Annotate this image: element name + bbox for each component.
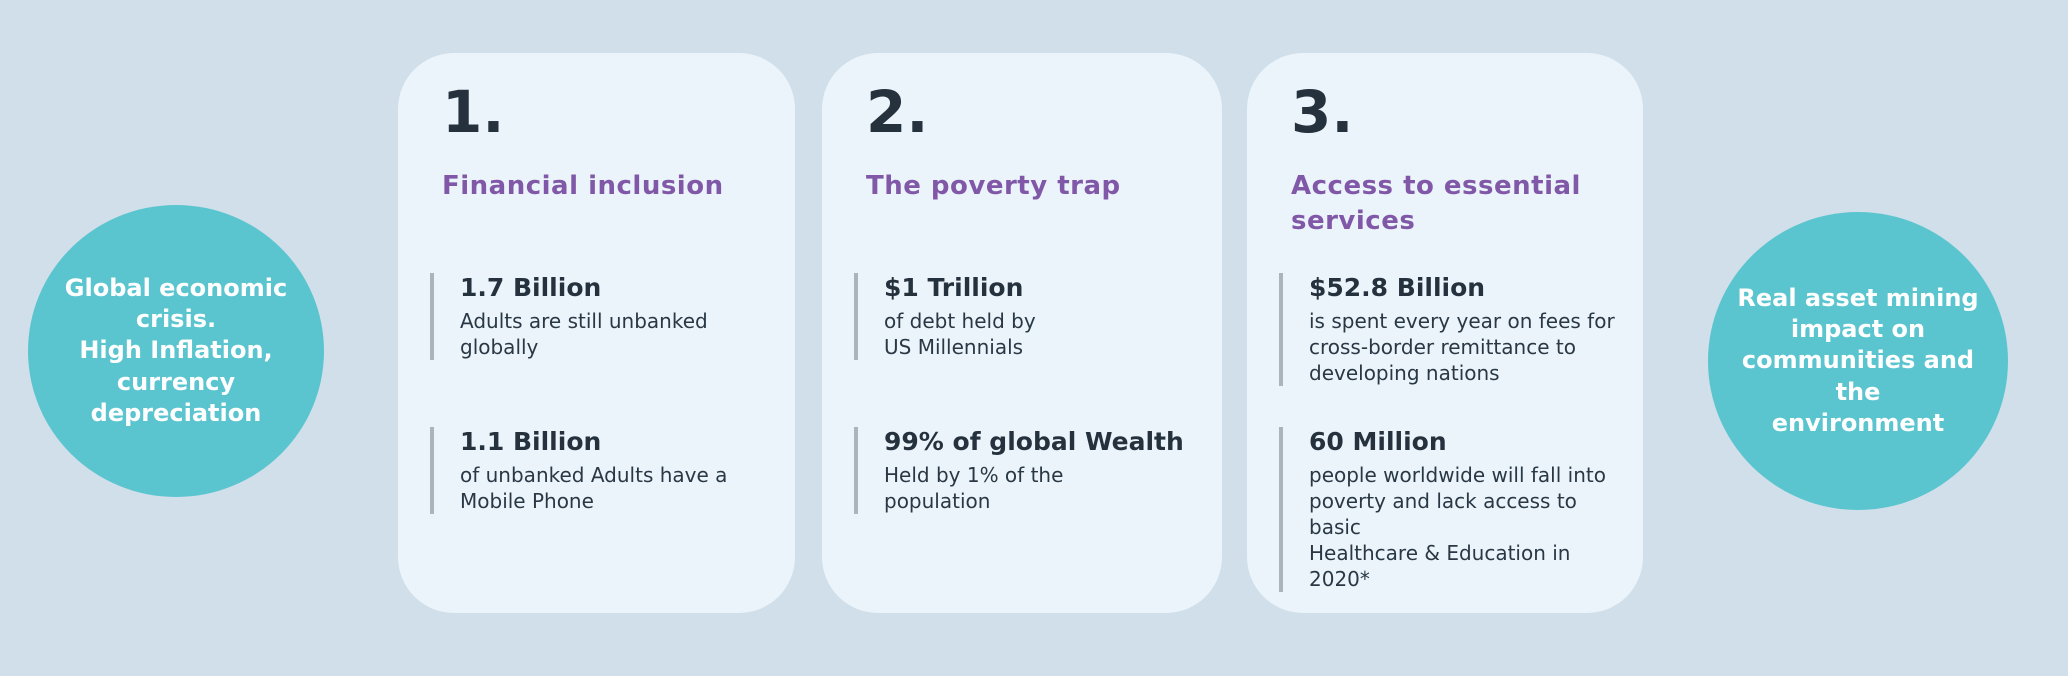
stat-description: Adults are still unbanked globally [460,309,708,359]
stat-value: 60 Million [1309,427,1447,456]
stat-description: is spent every year on fees for cross-bo… [1309,309,1615,385]
left-circle: Global economic crisis. High Inflation, … [28,205,324,497]
left-circle-text: Global economic crisis. High Inflation, … [64,274,288,427]
stat-item: 99% of global Wealth Held by 1% of the p… [854,427,1210,514]
card-poverty-trap: 2. The poverty trap $1 Trillion of debt … [822,53,1222,613]
stat-value: 1.1 Billion [460,427,602,456]
card-number: 2. [866,78,929,146]
card-number: 3. [1291,78,1354,146]
stat-description: people worldwide will fall into poverty … [1309,463,1606,591]
card-access-essential-services: 3. Access to essential services $52.8 Bi… [1247,53,1643,613]
stat-description: of debt held by US Millennials [884,309,1036,359]
card-title: Access to essential services [1291,171,1581,237]
stat-item: 60 Million people worldwide will fall in… [1279,427,1631,592]
card-financial-inclusion: 1. Financial inclusion 1.7 Billion Adult… [398,53,795,613]
right-circle-text: Real asset mining impact on communities … [1737,284,1979,437]
stat-value: 1.7 Billion [460,273,602,302]
card-number: 1. [442,78,505,146]
stat-description: Held by 1% of the population [884,463,1064,513]
stat-value: $52.8 Billion [1309,273,1486,302]
stat-item: $1 Trillion of debt held by US Millennia… [854,273,1210,360]
stat-value: 99% of global Wealth [884,427,1184,456]
stat-description: of unbanked Adults have a Mobile Phone [460,463,728,513]
stat-item: 1.1 Billion of unbanked Adults have a Mo… [430,427,783,514]
card-title: The poverty trap [866,171,1121,201]
right-circle: Real asset mining impact on communities … [1708,212,2008,510]
stat-value: $1 Trillion [884,273,1024,302]
card-title: Financial inclusion [442,171,724,201]
stat-item: 1.7 Billion Adults are still unbanked gl… [430,273,783,360]
stat-item: $52.8 Billion is spent every year on fee… [1279,273,1631,386]
